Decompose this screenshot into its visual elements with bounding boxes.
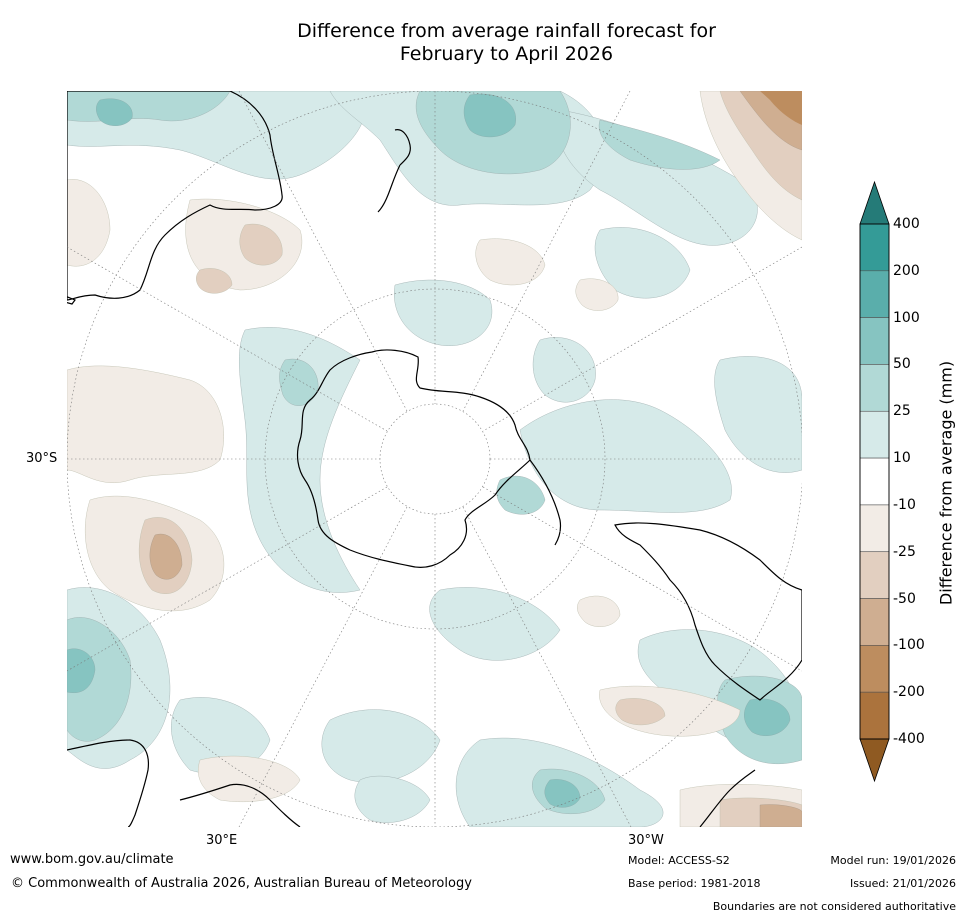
colorbar-tick-label: -200: [893, 684, 925, 701]
coastline-new-zealand-south: [377, 164, 401, 213]
colorbar-tick-label: 100: [893, 309, 920, 326]
coastline-tasmania: [67, 296, 76, 305]
axis-label-30e: 30°E: [206, 833, 238, 848]
coastline-africa-east: [179, 783, 301, 827]
colorbar-tick-label: -100: [893, 637, 925, 654]
colorbar-tick-label: -50: [893, 590, 916, 607]
colorbar-frame: [859, 223, 890, 740]
colorbar-bin: [859, 504, 890, 553]
footer-disclaimer: Boundaries are not considered authoritat…: [712, 900, 956, 913]
footer-issued: Issued: 21/01/2026: [849, 877, 956, 890]
footer-url[interactable]: www.bom.gov.au/climate: [10, 852, 174, 867]
footer-base-period: Base period: 1981-2018: [628, 877, 761, 890]
colorbar-bin: [859, 223, 890, 272]
coastline-antarctic-peninsula: [529, 459, 562, 546]
coastline-new-zealand-north: [394, 129, 411, 166]
colorbar-tick-label: 200: [893, 262, 920, 279]
legend-title: Difference from average (mm): [936, 360, 956, 606]
colorbar-tick-label: 25: [893, 403, 911, 420]
coastline-southern-africa: [699, 769, 756, 827]
colorbar-tick-label: 400: [893, 216, 920, 232]
axis-label-30w: 30°W: [628, 833, 664, 848]
colorbar-bin: [859, 270, 890, 318]
colorbar-tick-label: 10: [893, 450, 911, 467]
colorbar-tick-label: -25: [893, 543, 916, 560]
colorbar-bin: [859, 410, 890, 459]
colorbar-tick-label: -10: [893, 496, 916, 513]
footer-model: Model: ACCESS-S2: [628, 854, 730, 867]
colorbar-bin: [859, 598, 890, 646]
anomaly-patches-dry-very-strong: [760, 91, 802, 125]
colorbar-bin: [859, 457, 890, 506]
axis-label-30s: 30°S: [26, 451, 58, 466]
coastline-australia: [67, 91, 283, 301]
colorbar-over-triangle: [859, 180, 890, 225]
coastline-antarctica: [296, 349, 531, 568]
rainfall-anomaly-field: [67, 91, 802, 827]
legend-colorbar: [859, 180, 890, 783]
footer-model-run: Model run: 19/01/2026: [830, 854, 956, 867]
footer-copyright: © Commonwealth of Australia 2026, Austra…: [11, 876, 472, 891]
coastline-africa: [67, 739, 150, 827]
colorbar-bin: [859, 645, 890, 693]
colorbar-under-triangle: [859, 738, 890, 783]
colorbar-bin: [859, 364, 890, 412]
graticule: [67, 91, 802, 827]
colorbar-tick-label: 50: [893, 356, 911, 373]
title-line-1: Difference from average rainfall forecas…: [297, 20, 716, 42]
coastlines: [67, 91, 802, 827]
anomaly-patches-wet-strong: [67, 93, 791, 808]
colorbar-tick-label: -400: [893, 731, 925, 747]
map-title: Difference from average rainfall forecas…: [0, 20, 965, 66]
colorbar-bin: [859, 551, 890, 599]
colorbar-bin: [859, 691, 890, 740]
title-line-2: February to April 2026: [399, 43, 614, 65]
colorbar-bin: [859, 317, 890, 365]
coastline-south-america: [614, 522, 802, 701]
